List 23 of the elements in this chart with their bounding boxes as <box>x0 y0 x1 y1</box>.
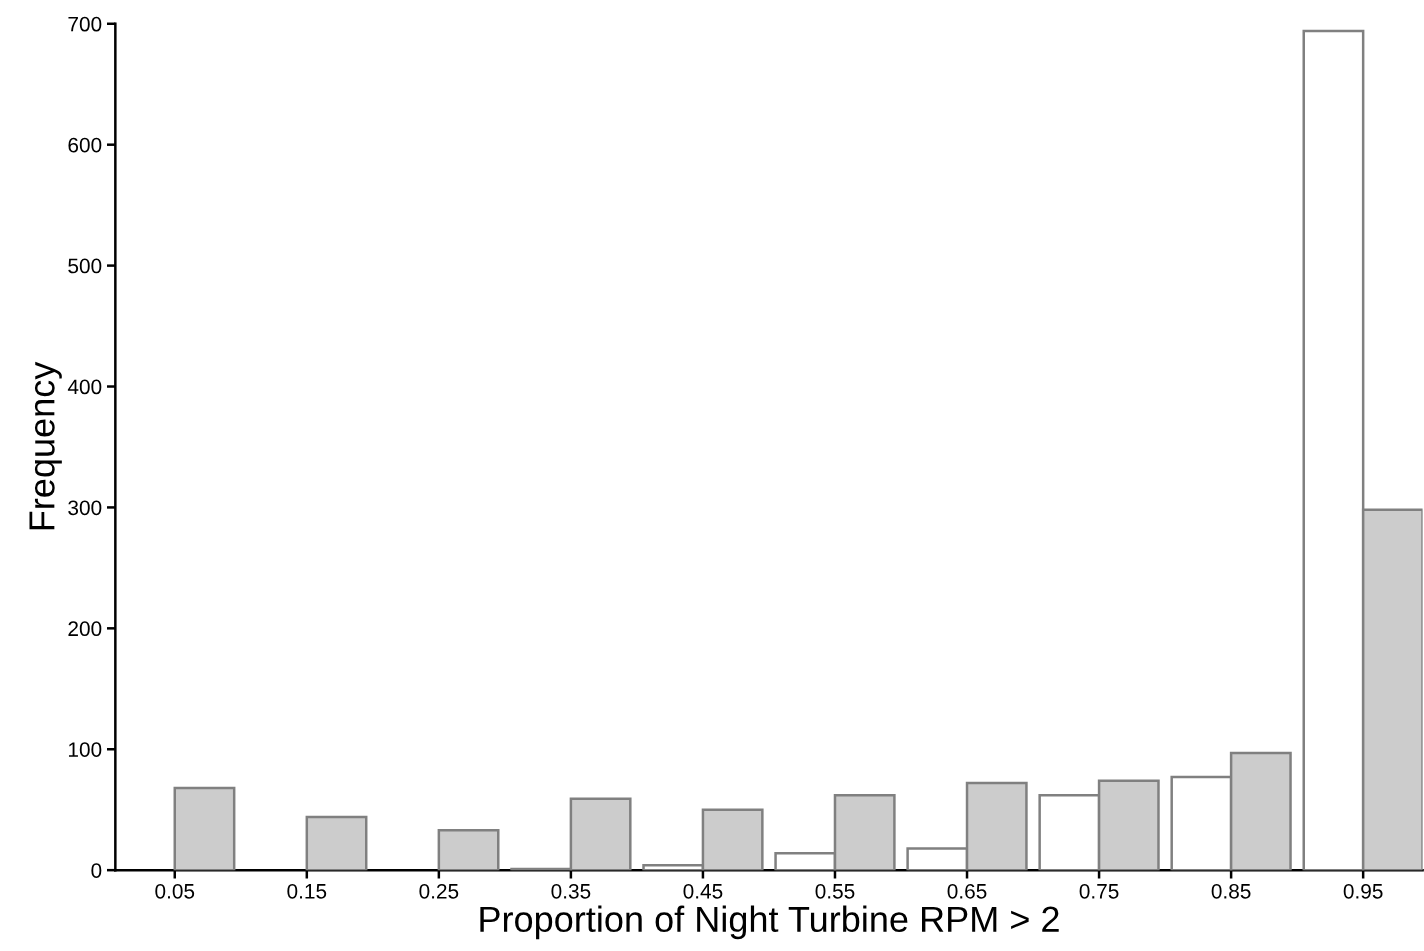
bar <box>437 829 500 871</box>
x-tick-label: 0.95 <box>1343 883 1383 899</box>
x-tick-label: 0.35 <box>551 883 591 899</box>
y-tick-label: 600 <box>68 137 102 153</box>
x-tick-label: 0.05 <box>155 883 195 899</box>
bar <box>305 815 368 871</box>
y-tick-label: 500 <box>68 258 102 274</box>
x-tick-label: 0.15 <box>287 883 327 899</box>
x-tick-label: 0.85 <box>1211 883 1251 899</box>
y-tick-label: 400 <box>67 379 102 395</box>
y-tick-label: 100 <box>68 742 102 758</box>
y-tick-label: 700 <box>68 16 102 32</box>
y-tick-label: 0 <box>91 863 102 878</box>
x-tick-label: 0.25 <box>419 883 459 899</box>
y-tick-label: 200 <box>68 621 102 637</box>
x-tick-label: 0.65 <box>947 883 987 899</box>
bar <box>173 786 236 871</box>
y-tick-label: 300 <box>68 500 102 516</box>
x-tick-label: 0.55 <box>815 883 855 899</box>
x-axis-title: Proportion of Night Turbine RPM > 2 <box>480 905 1059 940</box>
x-tick-label: 0.45 <box>683 883 723 899</box>
x-tick-label: 0.75 <box>1079 883 1119 899</box>
y-axis-title: Frequency <box>29 361 62 530</box>
